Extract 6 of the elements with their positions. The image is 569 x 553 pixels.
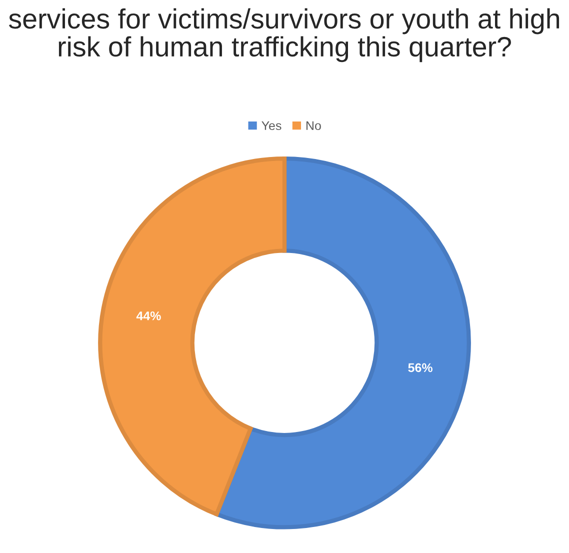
data-label: 44% <box>136 311 161 320</box>
legend-label: Yes <box>262 121 282 130</box>
chart-title: services for victims/survivors or youth at high risk of human trafficking this quarter? <box>8 8 560 62</box>
legend-label: No <box>306 121 321 130</box>
data-label: 56% <box>408 363 432 372</box>
donut-slice <box>98 156 287 516</box>
